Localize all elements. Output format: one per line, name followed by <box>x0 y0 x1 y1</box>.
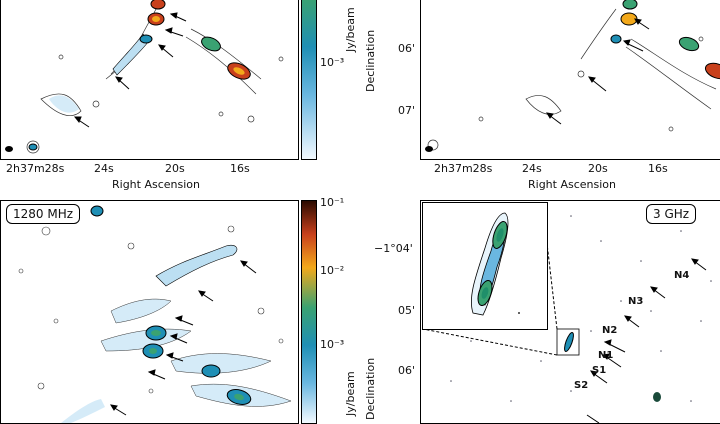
radio-map-bottom-right <box>422 208 712 423</box>
y-tick: −1°04' <box>374 242 413 255</box>
inset-map <box>470 212 520 316</box>
panel-bottom-left: 1280 MHz 10⁻¹ 10⁻² 10⁻³ Jy/beam <box>0 196 360 424</box>
colorbar <box>301 200 317 424</box>
noise-speckle <box>430 215 712 402</box>
frequency-label: 1280 MHz <box>6 204 81 224</box>
x-tick: 24s <box>94 162 114 175</box>
source-label-n1: N1 <box>598 350 614 361</box>
cbar-tick: 10⁻³ <box>320 338 345 351</box>
frequency-label: 3 GHz <box>646 204 697 224</box>
x-tick: 20s <box>165 162 185 175</box>
annotation-arrows <box>73 12 187 128</box>
y-axis-label: Declination <box>364 357 377 420</box>
x-tick: 20s <box>588 162 608 175</box>
radio-map-top-right <box>425 0 720 152</box>
radio-map-bottom-left <box>18 205 292 423</box>
bright-components <box>90 205 252 405</box>
radio-map-top-left <box>5 0 284 154</box>
y-tick: 06' <box>398 364 416 377</box>
source-arrows <box>586 258 707 423</box>
x-axis-label: Right Ascension <box>528 178 616 191</box>
annotation-arrows <box>110 260 257 416</box>
colorbar <box>301 0 317 160</box>
source-label-s2: S2 <box>574 380 589 391</box>
image-frame <box>0 0 299 160</box>
y-tick: 07' <box>398 104 416 117</box>
zoom-inset <box>422 202 548 330</box>
x-tick: 16s <box>230 162 250 175</box>
cbar-label: Jy/beam <box>344 7 357 52</box>
cbar-label: Jy/beam <box>344 371 357 416</box>
panel-top-left: 10⁻³ Jy/beam 2h37m28s 24s 20s 16s Right … <box>0 0 360 200</box>
source-label-n2: N2 <box>602 325 618 336</box>
x-tick: 2h37m28s <box>6 162 65 175</box>
cbar-tick: 10⁻¹ <box>320 196 345 209</box>
cbar-tick: 10⁻² <box>320 264 345 277</box>
y-tick: 06' <box>398 42 416 55</box>
bright-components <box>425 0 720 152</box>
source-label-n4: N4 <box>674 270 690 281</box>
x-tick: 24s <box>522 162 542 175</box>
x-tick: 2h37m28s <box>434 162 493 175</box>
source-label-s1: S1 <box>592 365 607 376</box>
x-tick: 16s <box>648 162 668 175</box>
panel-bottom-right: Declination −1°04' 05' 06' <box>360 200 720 424</box>
cbar-tick: 10⁻³ <box>320 56 345 69</box>
x-axis-label: Right Ascension <box>112 178 200 191</box>
panel-top-right: Declination 06' 07' <box>360 0 720 200</box>
image-frame <box>0 200 299 424</box>
y-tick: 05' <box>398 304 416 317</box>
y-axis-label: Declination <box>364 29 377 92</box>
annotation-arrows <box>546 18 650 125</box>
image-frame <box>420 0 720 160</box>
source-label-n3: N3 <box>628 296 644 307</box>
bright-components <box>5 0 251 152</box>
